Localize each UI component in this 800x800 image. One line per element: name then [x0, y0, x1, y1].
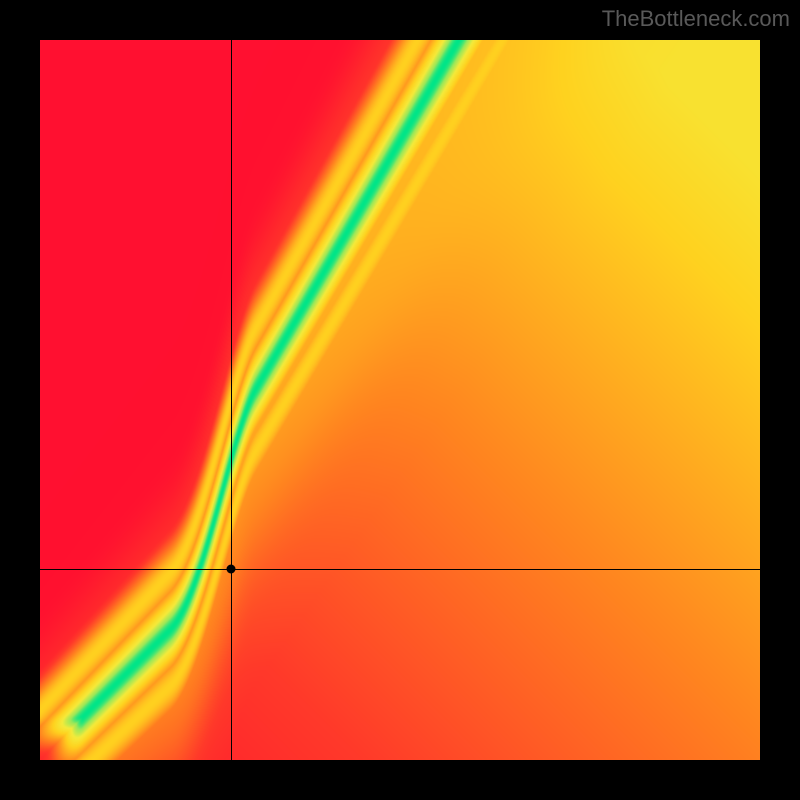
- heatmap-canvas: [40, 40, 760, 760]
- data-point-marker: [226, 565, 235, 574]
- chart-container: TheBottleneck.com: [0, 0, 800, 800]
- watermark-label: TheBottleneck.com: [602, 6, 790, 32]
- crosshair-horizontal: [40, 569, 760, 570]
- crosshair-vertical: [231, 40, 232, 760]
- plot-area: [40, 40, 760, 760]
